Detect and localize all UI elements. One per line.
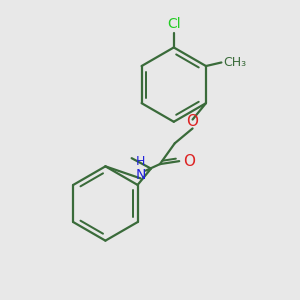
Text: N: N bbox=[135, 167, 146, 182]
Text: O: O bbox=[183, 154, 195, 169]
Text: H: H bbox=[136, 155, 145, 168]
Text: CH₃: CH₃ bbox=[223, 56, 246, 69]
Text: Cl: Cl bbox=[167, 16, 181, 31]
Text: O: O bbox=[187, 113, 199, 128]
